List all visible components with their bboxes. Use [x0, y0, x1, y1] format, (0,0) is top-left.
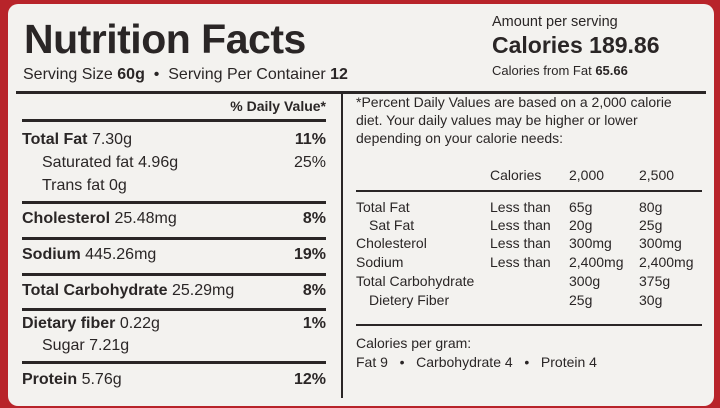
table-row-label: Sodium	[356, 254, 404, 270]
table-header-2500: 2,500	[639, 167, 675, 183]
separator-dot: •	[524, 354, 530, 370]
calories-from-fat: Calories from Fat 65.66	[492, 63, 628, 78]
table-row-2500: 80g	[639, 199, 663, 215]
nutrient-label: Dietary fiber	[22, 315, 116, 332]
daily-value-header: % Daily Value*	[230, 98, 326, 114]
left-divider	[22, 201, 326, 204]
servings-per-container-label: Serving Per Container	[168, 66, 326, 83]
nutrient-amount: 7.30g	[91, 131, 132, 148]
table-divider	[356, 190, 702, 192]
left-divider	[22, 119, 326, 122]
table-bottom-divider	[356, 324, 702, 326]
nutrient-amount: 5.76g	[81, 371, 122, 388]
nutrition-label: Nutrition Facts Serving Size 60g • Servi…	[8, 4, 714, 406]
daily-values-table: Calories 2,000 2,500 Total Fat Less than…	[356, 167, 702, 317]
table-row-limit: Less than	[490, 254, 551, 270]
nutrient-daily-value: 25%	[293, 154, 326, 171]
nutrient-daily-value: 19%	[293, 246, 326, 263]
calories-from-fat-label: Calories from Fat	[492, 63, 592, 78]
table-row-2000: 300g	[569, 273, 601, 289]
nutrient-amount: 0.22g	[119, 315, 160, 332]
table-row-2000: 300mg	[569, 235, 612, 251]
nutrient-label: Cholesterol	[22, 210, 111, 227]
table-row-2000: 65g	[569, 199, 593, 215]
left-divider	[22, 237, 326, 240]
left-divider	[22, 273, 326, 276]
separator-dot: •	[399, 354, 405, 370]
table-row-2500: 2,400mg	[639, 254, 694, 270]
nutrient-daily-value: 8%	[302, 210, 326, 227]
table-row-label: Cholesterol	[356, 235, 427, 251]
serving-size-value: 60g	[117, 66, 145, 83]
table-row-2000: 20g	[569, 217, 593, 233]
left-divider	[22, 308, 326, 311]
nutrient-label: Sugar	[42, 337, 85, 354]
nutrient-daily-value: 1%	[302, 315, 326, 332]
nutrient-daily-value: 8%	[302, 282, 326, 299]
nutrient-amount: 0g	[109, 177, 127, 194]
nutrient-amount: 25.29mg	[171, 282, 235, 299]
table-row-label: Sat Fat	[369, 217, 415, 233]
nutrient-label: Sodium	[22, 246, 81, 263]
nutrient-label: Trans fat	[42, 177, 105, 194]
calories-per-gram-label: Calories per gram:	[356, 335, 472, 351]
protein-per-gram: Protein 4	[540, 354, 597, 370]
table-row-2500: 25g	[639, 217, 663, 233]
nutrient-amount: 7.21g	[89, 337, 130, 354]
daily-value-footnote: *Percent Daily Values are based on a 2,0…	[356, 94, 672, 146]
nutrient-label: Protein	[22, 371, 78, 388]
top-divider	[16, 91, 706, 94]
table-row-limit: Less than	[490, 235, 551, 251]
nutrient-label: Saturated fat	[42, 154, 134, 171]
nutrient-daily-value: 11%	[294, 131, 326, 148]
nutrient-amount: 25.48mg	[114, 210, 177, 227]
table-row-2500: 30g	[639, 292, 663, 308]
table-row-label: Total Fat	[356, 199, 410, 215]
calories: Calories 189.86	[492, 32, 660, 58]
table-row-2500: 300mg	[639, 235, 682, 251]
table-row-label: Dietery Fiber	[369, 292, 450, 308]
nutrition-title: Nutrition Facts	[24, 16, 306, 62]
table-row-label: Total Carbohydrate	[356, 273, 475, 289]
amount-per-serving: Amount per serving	[492, 14, 618, 30]
nutrient-label: Total Fat	[22, 131, 88, 148]
serving-size-label: Serving Size	[23, 66, 113, 83]
nutrient-daily-value: 12%	[293, 371, 326, 388]
nutrient-amount: 445.26mg	[85, 246, 157, 263]
table-header-2000: 2,000	[569, 167, 605, 183]
table-row-2000: 25g	[569, 292, 593, 308]
calories-from-fat-value: 65.66	[595, 63, 628, 78]
serving-separator: •	[153, 66, 160, 83]
nutrient-amount: 4.96g	[138, 154, 179, 171]
serving-info: Serving Size 60g • Serving Per Container…	[23, 66, 348, 84]
nutrient-label: Total Carbohydrate	[22, 282, 168, 299]
fat-per-gram: Fat 9	[356, 354, 388, 370]
column-divider	[341, 94, 343, 398]
table-row-2000: 2,400mg	[569, 254, 624, 270]
table-row-2500: 375g	[639, 273, 671, 289]
calories-per-gram: Calories per gram: Fat 9 • Carbohydrate …	[356, 334, 597, 372]
carbohydrate-per-gram: Carbohydrate 4	[416, 354, 513, 370]
table-row-limit: Less than	[490, 199, 551, 215]
servings-per-container-value: 12	[330, 66, 348, 83]
table-header-calories: Calories	[490, 167, 542, 183]
left-divider	[22, 361, 326, 364]
table-row-limit: Less than	[490, 217, 551, 233]
